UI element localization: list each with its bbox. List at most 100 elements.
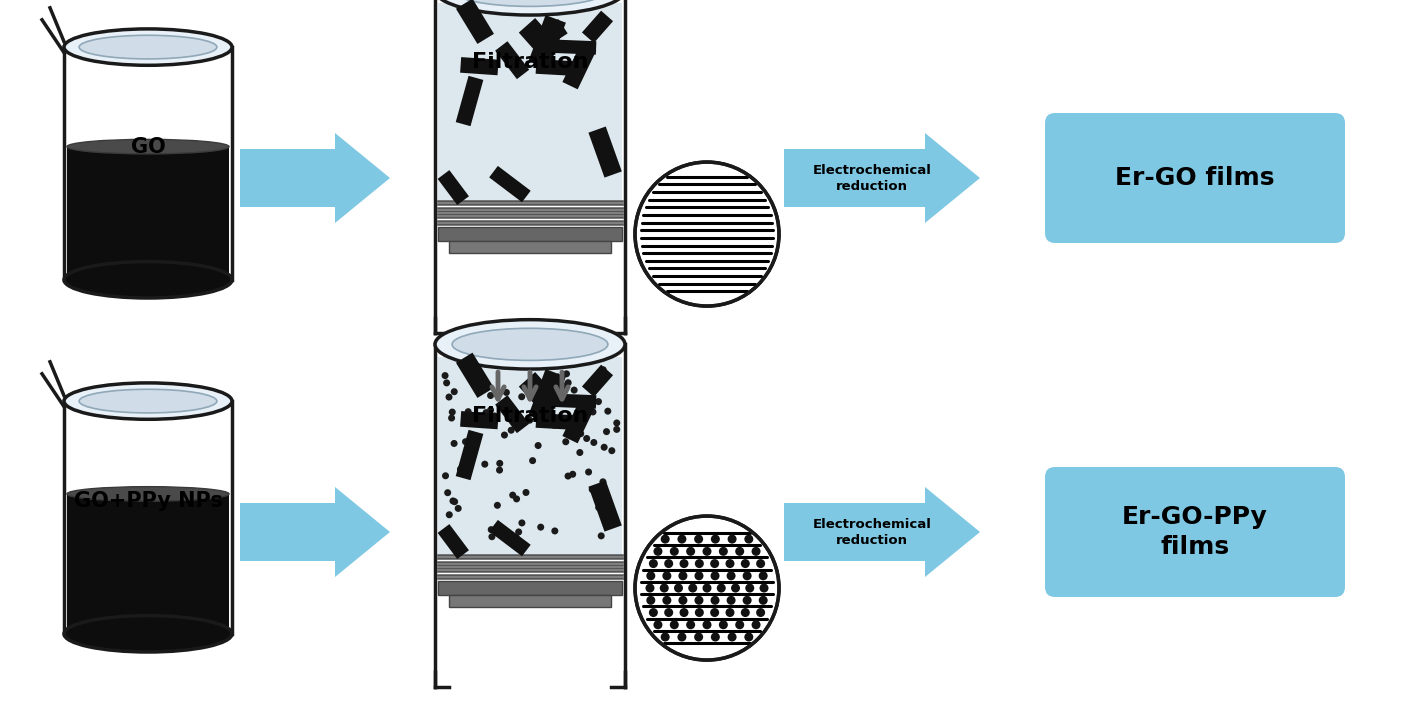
Ellipse shape	[67, 486, 228, 501]
Circle shape	[654, 547, 662, 556]
Circle shape	[756, 608, 766, 617]
Circle shape	[661, 632, 669, 641]
Circle shape	[679, 608, 689, 617]
Circle shape	[508, 427, 515, 434]
Ellipse shape	[79, 389, 217, 413]
Circle shape	[702, 547, 712, 556]
Circle shape	[493, 502, 501, 509]
Bar	[489, 166, 530, 202]
Circle shape	[752, 620, 760, 629]
Circle shape	[613, 426, 620, 433]
Circle shape	[491, 413, 498, 419]
Circle shape	[448, 409, 455, 416]
Circle shape	[552, 381, 559, 388]
Bar	[67, 494, 228, 639]
Bar	[64, 56, 233, 298]
Polygon shape	[240, 133, 390, 223]
Circle shape	[533, 382, 540, 389]
Bar	[438, 227, 623, 241]
Circle shape	[732, 583, 740, 593]
Ellipse shape	[452, 0, 608, 6]
Polygon shape	[240, 487, 390, 577]
Circle shape	[486, 392, 493, 399]
Circle shape	[635, 162, 778, 306]
Circle shape	[608, 447, 615, 455]
Bar	[450, 595, 611, 607]
Circle shape	[759, 596, 767, 605]
Circle shape	[485, 418, 492, 425]
Text: Electrochemical
reduction: Electrochemical reduction	[813, 164, 932, 193]
Bar	[588, 481, 623, 532]
Circle shape	[486, 406, 493, 413]
Circle shape	[702, 620, 712, 629]
Circle shape	[462, 454, 469, 461]
Circle shape	[695, 596, 703, 605]
Circle shape	[678, 632, 686, 641]
Circle shape	[496, 467, 503, 474]
Bar	[457, 353, 493, 398]
Circle shape	[726, 608, 735, 617]
Bar	[554, 40, 597, 55]
Circle shape	[710, 571, 719, 581]
Bar	[438, 3, 623, 201]
Circle shape	[537, 415, 545, 422]
Circle shape	[613, 419, 620, 426]
Text: Electrochemical
reduction: Electrochemical reduction	[813, 518, 932, 547]
Circle shape	[727, 632, 736, 641]
Ellipse shape	[452, 329, 608, 360]
Bar	[450, 241, 611, 253]
Circle shape	[649, 608, 658, 617]
Ellipse shape	[79, 35, 217, 59]
Circle shape	[501, 432, 508, 438]
Circle shape	[743, 596, 752, 605]
Circle shape	[686, 620, 695, 629]
Text: Er-GO-PPy
films: Er-GO-PPy films	[1122, 505, 1268, 559]
Circle shape	[647, 596, 655, 605]
Text: GO+PPy NPs: GO+PPy NPs	[74, 491, 223, 511]
Bar	[489, 520, 530, 556]
Circle shape	[600, 479, 607, 485]
Circle shape	[542, 421, 549, 428]
Circle shape	[740, 559, 750, 568]
Circle shape	[537, 524, 545, 531]
Circle shape	[519, 520, 526, 527]
Ellipse shape	[64, 383, 233, 419]
Bar	[495, 395, 529, 433]
Circle shape	[569, 471, 576, 478]
Bar	[563, 43, 597, 89]
Circle shape	[735, 547, 744, 556]
Circle shape	[674, 583, 683, 593]
Circle shape	[719, 620, 727, 629]
Circle shape	[588, 486, 596, 493]
Bar	[455, 76, 484, 126]
Circle shape	[518, 539, 525, 547]
Bar	[64, 410, 233, 652]
Ellipse shape	[67, 139, 228, 154]
Circle shape	[566, 418, 573, 425]
Circle shape	[586, 469, 593, 476]
Circle shape	[455, 505, 462, 512]
Circle shape	[662, 571, 671, 581]
Circle shape	[448, 415, 455, 421]
Circle shape	[744, 535, 753, 544]
Circle shape	[756, 559, 766, 568]
Ellipse shape	[64, 29, 233, 65]
Bar	[536, 59, 576, 76]
Bar	[581, 11, 613, 43]
Circle shape	[743, 571, 752, 581]
Circle shape	[678, 596, 688, 605]
Bar	[457, 0, 493, 44]
Circle shape	[598, 532, 604, 539]
Circle shape	[515, 528, 522, 535]
Circle shape	[759, 571, 767, 581]
Circle shape	[601, 444, 608, 451]
Circle shape	[596, 398, 603, 405]
Circle shape	[760, 583, 769, 593]
Circle shape	[570, 387, 577, 394]
Circle shape	[465, 409, 472, 415]
Circle shape	[710, 632, 720, 641]
Text: Filtration: Filtration	[472, 52, 588, 72]
FancyBboxPatch shape	[1045, 113, 1346, 243]
Bar	[435, 357, 625, 708]
Circle shape	[529, 457, 536, 464]
